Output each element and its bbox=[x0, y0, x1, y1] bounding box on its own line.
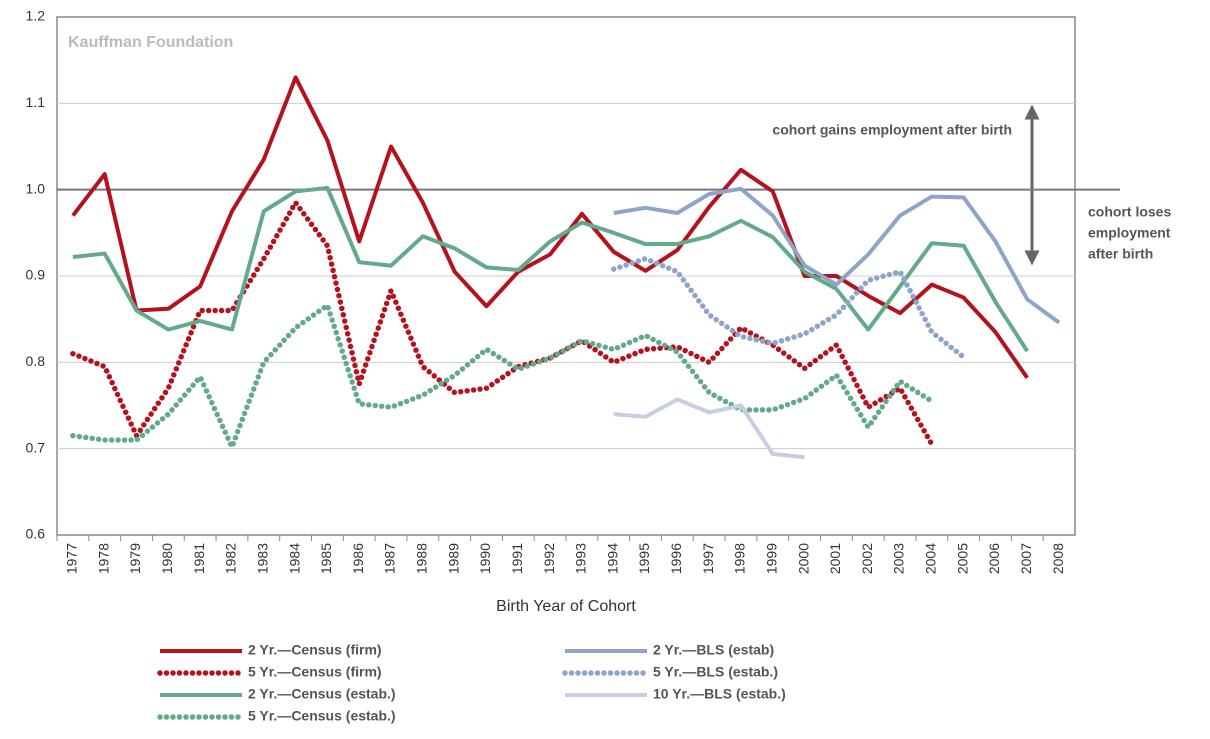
x-tick-label: 2002 bbox=[859, 543, 875, 574]
series-line bbox=[70, 197, 935, 448]
x-tick-label: 1993 bbox=[573, 543, 589, 574]
legend-label: 2 Yr.—Census (firm) bbox=[248, 642, 382, 658]
legend-label: 10 Yr.—BLS (estab.) bbox=[653, 686, 786, 702]
x-tick-label: 1997 bbox=[700, 543, 716, 574]
legend-label: 5 Yr.—BLS (estab.) bbox=[653, 664, 778, 680]
y-tick-label: 1.2 bbox=[26, 8, 46, 24]
series-line bbox=[610, 255, 967, 360]
legend-label: 2 Yr.—BLS (estab) bbox=[653, 642, 774, 658]
y-tick-label: 0.9 bbox=[26, 267, 46, 283]
x-tick-label: 2003 bbox=[891, 543, 907, 574]
x-tick-label: 1994 bbox=[604, 543, 620, 574]
x-tick-label: 1992 bbox=[541, 543, 557, 574]
series-line bbox=[613, 186, 1061, 325]
x-tick-label: 1989 bbox=[445, 543, 461, 574]
x-tick-label: 1978 bbox=[95, 543, 111, 574]
x-tick-label: 1988 bbox=[414, 543, 430, 574]
x-tick-label: 1985 bbox=[318, 543, 334, 574]
x-axis-title: Birth Year of Cohort bbox=[496, 598, 636, 615]
x-tick-label: 2004 bbox=[923, 543, 939, 574]
x-tick-label: 1996 bbox=[668, 543, 684, 574]
x-tick-label: 1979 bbox=[127, 543, 143, 574]
x-tick-label: 1990 bbox=[477, 543, 493, 574]
annotation: after birth bbox=[1088, 246, 1153, 262]
x-tick-label: 1981 bbox=[191, 543, 207, 574]
legend-label: 5 Yr.—Census (firm) bbox=[248, 664, 382, 680]
y-tick-label: 0.8 bbox=[26, 353, 46, 369]
x-tick-label: 1984 bbox=[286, 543, 302, 574]
x-tick-label: 1995 bbox=[636, 543, 652, 574]
y-tick-label: 1.1 bbox=[26, 94, 46, 110]
x-tick-label: 1980 bbox=[159, 543, 175, 574]
x-tick-label: 1983 bbox=[254, 543, 270, 574]
x-tick-label: 1986 bbox=[350, 543, 366, 574]
x-tick-label: 2007 bbox=[1018, 543, 1034, 574]
series-line bbox=[71, 75, 1029, 380]
y-tick-label: 0.6 bbox=[26, 526, 46, 542]
legend-label: 2 Yr.—Census (estab.) bbox=[248, 686, 396, 702]
annotation: cohort gains employment after birth bbox=[772, 122, 1012, 138]
x-tick-label: 2005 bbox=[954, 543, 970, 574]
x-tick-label: 1977 bbox=[64, 543, 80, 574]
legend-label: 5 Yr.—Census (estab.) bbox=[248, 708, 396, 724]
x-tick-label: 2001 bbox=[827, 543, 843, 574]
annotation: employment bbox=[1088, 225, 1171, 241]
x-tick-label: 2008 bbox=[1050, 543, 1066, 574]
y-tick-label: 0.7 bbox=[26, 439, 46, 455]
x-tick-label: 1991 bbox=[509, 543, 525, 574]
y-tick-label: 1.0 bbox=[26, 180, 46, 196]
annotation: cohort loses bbox=[1088, 204, 1171, 220]
series-line bbox=[70, 300, 935, 455]
x-tick-label: 1999 bbox=[763, 543, 779, 574]
watermark: Kauffman Foundation bbox=[68, 34, 233, 51]
x-tick-label: 2000 bbox=[795, 543, 811, 574]
series-line bbox=[613, 397, 805, 460]
x-tick-label: 1998 bbox=[732, 543, 748, 574]
x-tick-label: 2006 bbox=[986, 543, 1002, 574]
x-tick-label: 1982 bbox=[223, 543, 239, 574]
series-line bbox=[72, 185, 1029, 353]
x-tick-label: 1987 bbox=[382, 543, 398, 574]
